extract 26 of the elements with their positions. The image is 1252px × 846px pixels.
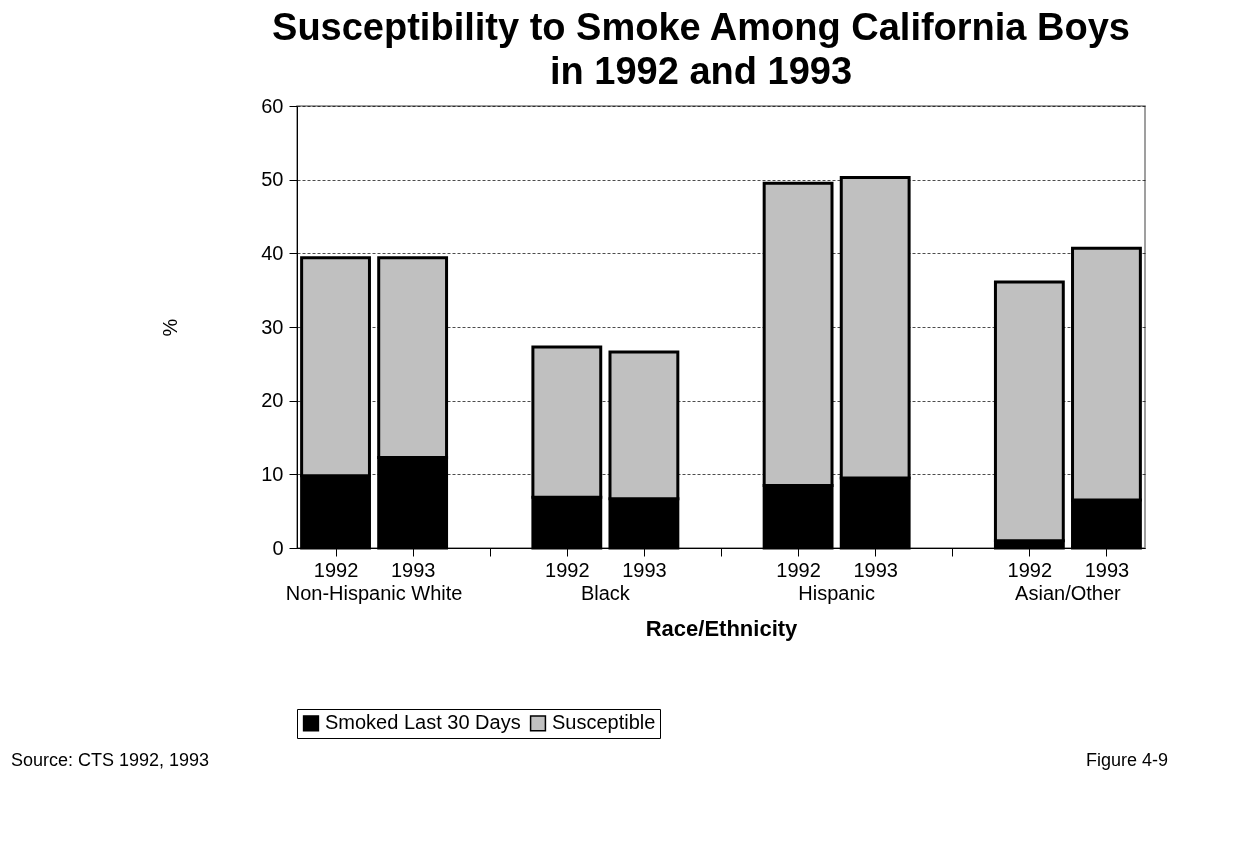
source-note: Source: CTS 1992, 1993 xyxy=(10,750,210,770)
x-tick-label: 1992 xyxy=(313,558,359,581)
y-axis-title: % xyxy=(159,318,182,337)
x-tick-label: 1993 xyxy=(390,558,436,581)
y-tick-label: 10 xyxy=(261,462,284,485)
text: Non-Hispanic White xyxy=(285,582,463,604)
y-tick-label: 50 xyxy=(261,168,284,191)
text: Black xyxy=(580,582,631,604)
x-tick-label: 1992 xyxy=(776,558,821,581)
x-axis-title: Race/Ethnicity xyxy=(645,615,799,641)
y-tick-label: 40 xyxy=(261,241,284,264)
y-tick-label: 30 xyxy=(261,315,284,338)
x-tick-label: 1992 xyxy=(545,558,590,581)
legend-label: Smoked Last 30 Days xyxy=(325,711,521,734)
caption: Figure 4-9 xyxy=(1085,750,1169,770)
y-tick-label: 60 xyxy=(261,94,284,117)
x-tick-label: 1993 xyxy=(853,558,898,581)
x-tick-label: 1993 xyxy=(1084,558,1130,581)
text: Asian/Other xyxy=(1015,582,1122,604)
y-tick-label: 0 xyxy=(272,536,284,559)
text: Hispanic xyxy=(798,582,875,604)
x-tick-label: 1993 xyxy=(622,558,667,581)
chart-title: Susceptibility to Smoke Among California Boys in 1992 and 1993 xyxy=(272,6,1130,92)
legend-label: Susceptible xyxy=(552,711,656,734)
x-tick-label: 1992 xyxy=(1007,558,1053,581)
y-tick-label: 20 xyxy=(261,389,284,412)
